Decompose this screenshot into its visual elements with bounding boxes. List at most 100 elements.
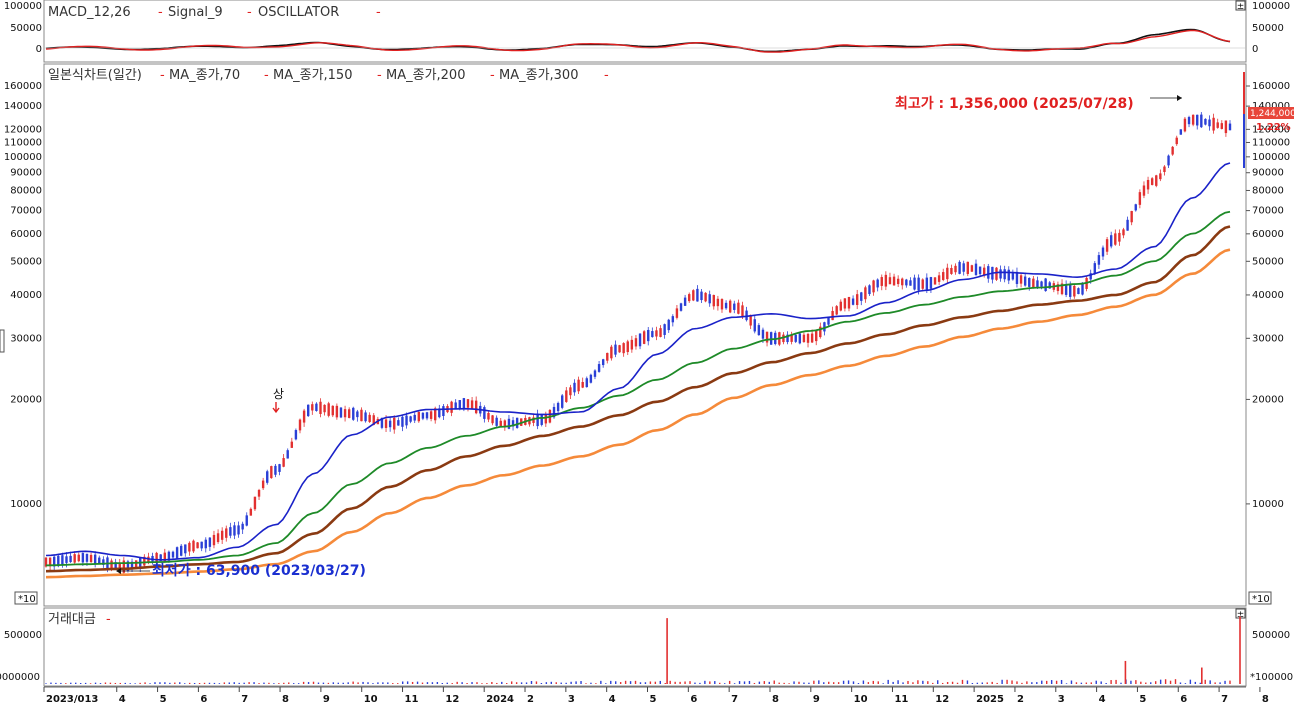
- x-tick-label: 6: [200, 694, 207, 705]
- y-tick-right-80000: 80000: [1252, 185, 1284, 196]
- candle: [696, 285, 699, 302]
- volume-bar: [550, 681, 553, 684]
- y-tick-left-140000: 140000: [4, 101, 42, 112]
- volume-bar: [446, 682, 448, 684]
- volume-bar: [922, 680, 924, 684]
- volume-bar: [1199, 682, 1201, 684]
- y-tick-right-40000: 40000: [1252, 290, 1284, 301]
- scale-note-right-box: [1248, 591, 1272, 605]
- candle: [966, 261, 969, 277]
- volume-bar: [758, 681, 761, 684]
- volume-bar: [342, 682, 344, 684]
- x-tick-label: 6: [690, 694, 697, 705]
- candle: [688, 292, 691, 303]
- macd-panel: [43, 0, 1247, 63]
- candle: [270, 465, 273, 479]
- volume-bar: [288, 682, 290, 684]
- volume-bar: [471, 682, 473, 684]
- volume-bar: [585, 683, 587, 684]
- candle: [905, 278, 908, 288]
- volume-bar: [421, 682, 424, 684]
- volume-bar: [1120, 682, 1122, 684]
- volume-spike-bar: [1201, 667, 1203, 684]
- left-scroll-handle[interactable]: [0, 329, 5, 353]
- candle: [417, 411, 421, 423]
- y-tick-left-20000: 20000: [10, 394, 42, 405]
- candle: [290, 437, 294, 449]
- candle: [1138, 189, 1142, 209]
- volume-bar: [862, 680, 865, 684]
- volume-bar: [1001, 679, 1003, 684]
- candle: [618, 344, 621, 353]
- volume-bar: [887, 679, 889, 684]
- macd-title-sep-3: -: [376, 5, 381, 20]
- volume-bar: [570, 681, 572, 684]
- volume-bar: [109, 682, 112, 684]
- candle: [257, 488, 261, 501]
- volume-bar: [377, 682, 379, 684]
- x-tick-label: 12: [445, 694, 459, 705]
- volume-bar: [590, 682, 592, 684]
- candle: [667, 318, 670, 333]
- volume-bar: [1080, 682, 1083, 684]
- candle: [614, 340, 617, 358]
- candle: [487, 410, 490, 423]
- candle: [819, 322, 822, 339]
- scale-note-right: *10: [1252, 594, 1270, 605]
- candle: [728, 299, 732, 314]
- volume-bar: [233, 682, 235, 684]
- last-price-label: 1,244,000: [1250, 109, 1294, 119]
- candle: [843, 297, 847, 312]
- candle: [1044, 277, 1047, 292]
- price-range-bar-up: [1243, 72, 1245, 114]
- volume-bar: [803, 682, 805, 684]
- candle: [130, 558, 134, 572]
- x-tick-label: 2: [1017, 694, 1024, 705]
- x-tick-label: 10: [854, 694, 868, 705]
- candle: [1122, 227, 1125, 239]
- candle: [995, 267, 998, 281]
- volume-bar: [951, 681, 954, 684]
- x-tick-label: 8: [772, 694, 779, 705]
- y-tick-right-90000: 90000: [1252, 168, 1284, 179]
- volume-bar: [1006, 679, 1008, 684]
- y-tick-right-50000: 50000: [1252, 256, 1284, 267]
- volume-bar: [927, 681, 929, 684]
- volume-bar: [778, 682, 780, 684]
- y-tick-left-30000: 30000: [10, 333, 42, 344]
- candle: [307, 404, 310, 418]
- volume-bar: [278, 683, 280, 684]
- volume-bar: [575, 681, 577, 684]
- volume-bar: [714, 681, 716, 684]
- volume-bar: [515, 682, 518, 684]
- volume-bar: [501, 681, 503, 684]
- candle: [839, 299, 842, 312]
- volume-bar: [649, 681, 652, 684]
- candle: [712, 294, 715, 310]
- volume-bar: [1055, 680, 1058, 684]
- volume-bar: [1145, 682, 1147, 684]
- candle: [753, 315, 756, 334]
- volume-bars: [45, 616, 1241, 684]
- volume-bar: [1011, 680, 1013, 684]
- volume-bar: [124, 682, 126, 684]
- volume-bar: [1209, 680, 1211, 684]
- volume-bar: [401, 681, 404, 684]
- price-title-sep: -: [604, 68, 609, 83]
- candle: [942, 268, 945, 282]
- volume-bar: [372, 683, 374, 684]
- price-title-ma150: MA_종가,150: [273, 68, 352, 83]
- volume-bar: [932, 682, 934, 684]
- candle: [409, 415, 412, 424]
- candle: [1077, 287, 1080, 295]
- volume-bar: [223, 682, 226, 684]
- macd-collapse-button[interactable]: ±: [1235, 0, 1246, 12]
- y-tick-left-110000: 110000: [4, 137, 42, 148]
- volume-bar: [743, 681, 746, 684]
- candle: [1200, 112, 1203, 129]
- candle: [237, 521, 240, 538]
- volume-bar: [263, 682, 265, 684]
- price-title-ma300: MA_종가,300: [499, 68, 578, 83]
- candle: [229, 522, 232, 539]
- candle: [335, 403, 339, 420]
